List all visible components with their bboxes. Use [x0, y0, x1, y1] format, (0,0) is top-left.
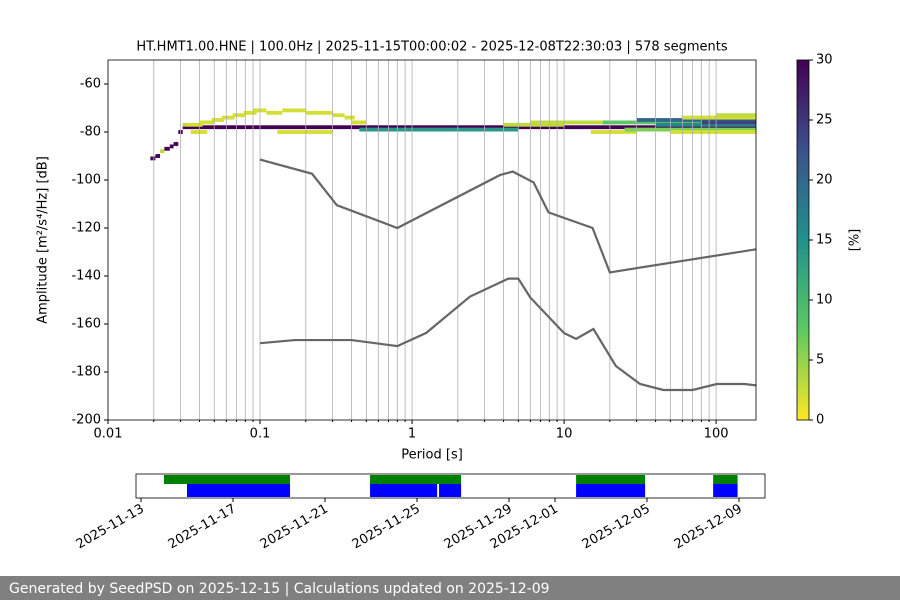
psd-cell	[199, 120, 215, 125]
x-axis-label: Period [s]	[401, 448, 463, 463]
psd-cell	[655, 122, 756, 127]
timeline-span	[370, 475, 462, 484]
x-tick-label: 0.1	[250, 427, 271, 442]
psd-cell	[305, 110, 333, 115]
timeline-span	[439, 484, 462, 497]
psd-cell	[351, 120, 367, 125]
psd-cell	[332, 113, 345, 118]
psd-cell	[530, 120, 610, 125]
plot-area	[108, 60, 756, 420]
timeline-span	[713, 475, 738, 484]
timeline-span	[370, 484, 438, 497]
colorbar	[796, 59, 810, 421]
timeline-span	[187, 484, 291, 497]
timeline-tick-label: 2025-11-25	[350, 502, 423, 553]
psd-cell	[169, 144, 174, 149]
x-tick-label: 10	[556, 427, 573, 442]
psd-cell	[344, 115, 355, 120]
psd-cell	[160, 149, 165, 154]
footer-text: Generated by SeedPSD on 2025-12-15 | Cal…	[9, 581, 550, 597]
noise-model-line	[259, 158, 756, 274]
colorbar-tick-label: 5	[816, 353, 824, 368]
psd-cell	[190, 130, 208, 134]
timeline-span	[713, 484, 738, 497]
plot-layer	[108, 60, 756, 420]
noise-model-line	[259, 277, 756, 392]
colorbar-tick-label: 20	[816, 173, 833, 188]
psd-cell	[590, 130, 637, 134]
chart-title: HT.HMT1.00.HNE | 100.0Hz | 2025-11-15T00…	[136, 40, 727, 55]
psd-cell	[155, 154, 161, 158]
psd-cell	[221, 115, 235, 120]
timeline-span	[576, 475, 646, 484]
timeline-tick-label: 2025-11-13	[74, 502, 147, 553]
colorbar-label: [%]	[848, 229, 863, 252]
psd-cell	[701, 120, 756, 125]
x-tick-label: 1	[408, 427, 416, 442]
colorbar-tick-label: 15	[816, 233, 833, 248]
colorbar-tick-label: 30	[816, 53, 833, 68]
timeline-tick-label: 2025-12-05	[580, 502, 653, 553]
x-tick-label: 100	[704, 427, 729, 442]
psd-cell	[164, 146, 170, 151]
y-tick-label: -120	[71, 221, 101, 236]
y-axis-label: Amplitude [m²/s⁴/Hz] [dB]	[36, 156, 51, 324]
psd-cell	[624, 127, 756, 132]
psd-cell	[282, 108, 306, 113]
y-tick-label: -180	[71, 365, 101, 380]
plot-frame	[107, 59, 757, 421]
psd-cell	[182, 122, 187, 127]
psd-cell	[503, 122, 565, 127]
psd-cell	[670, 130, 756, 134]
y-tick-label: -80	[80, 125, 101, 140]
footer-bar	[0, 576, 900, 600]
colorbar-tick-label: 10	[816, 293, 833, 308]
y-tick-label: -140	[71, 269, 101, 284]
y-tick-label: -60	[80, 77, 101, 92]
y-tick-label: -160	[71, 317, 101, 332]
colorbar-tick-label: 0	[816, 413, 824, 428]
psd-cell	[182, 125, 756, 130]
psd-cell	[243, 110, 257, 115]
psd-cell	[266, 110, 283, 115]
timeline-span	[163, 475, 291, 484]
x-tick-label: 0.01	[94, 427, 123, 442]
psd-cell	[277, 130, 333, 134]
psd-cell	[186, 122, 203, 127]
timeline-frame	[135, 473, 766, 499]
psd-cell	[232, 113, 246, 118]
psd-cell	[150, 156, 156, 161]
psd-cell	[602, 120, 756, 125]
timeline-span	[576, 484, 646, 497]
timeline-tick-label: 2025-11-17	[166, 502, 239, 553]
colorbar-tick-label: 25	[816, 113, 833, 128]
psd-cell	[682, 115, 756, 120]
timeline-tick-label: 2025-12-09	[672, 502, 745, 553]
timeline-tick-label: 2025-11-21	[258, 502, 331, 553]
psd-cell	[173, 142, 179, 146]
y-tick-label: -100	[71, 173, 101, 188]
psd-cell	[716, 113, 756, 118]
psd-cell	[359, 127, 519, 132]
psd-cell	[636, 118, 756, 122]
y-tick-label: -200	[71, 413, 101, 428]
psd-cell	[211, 118, 225, 122]
